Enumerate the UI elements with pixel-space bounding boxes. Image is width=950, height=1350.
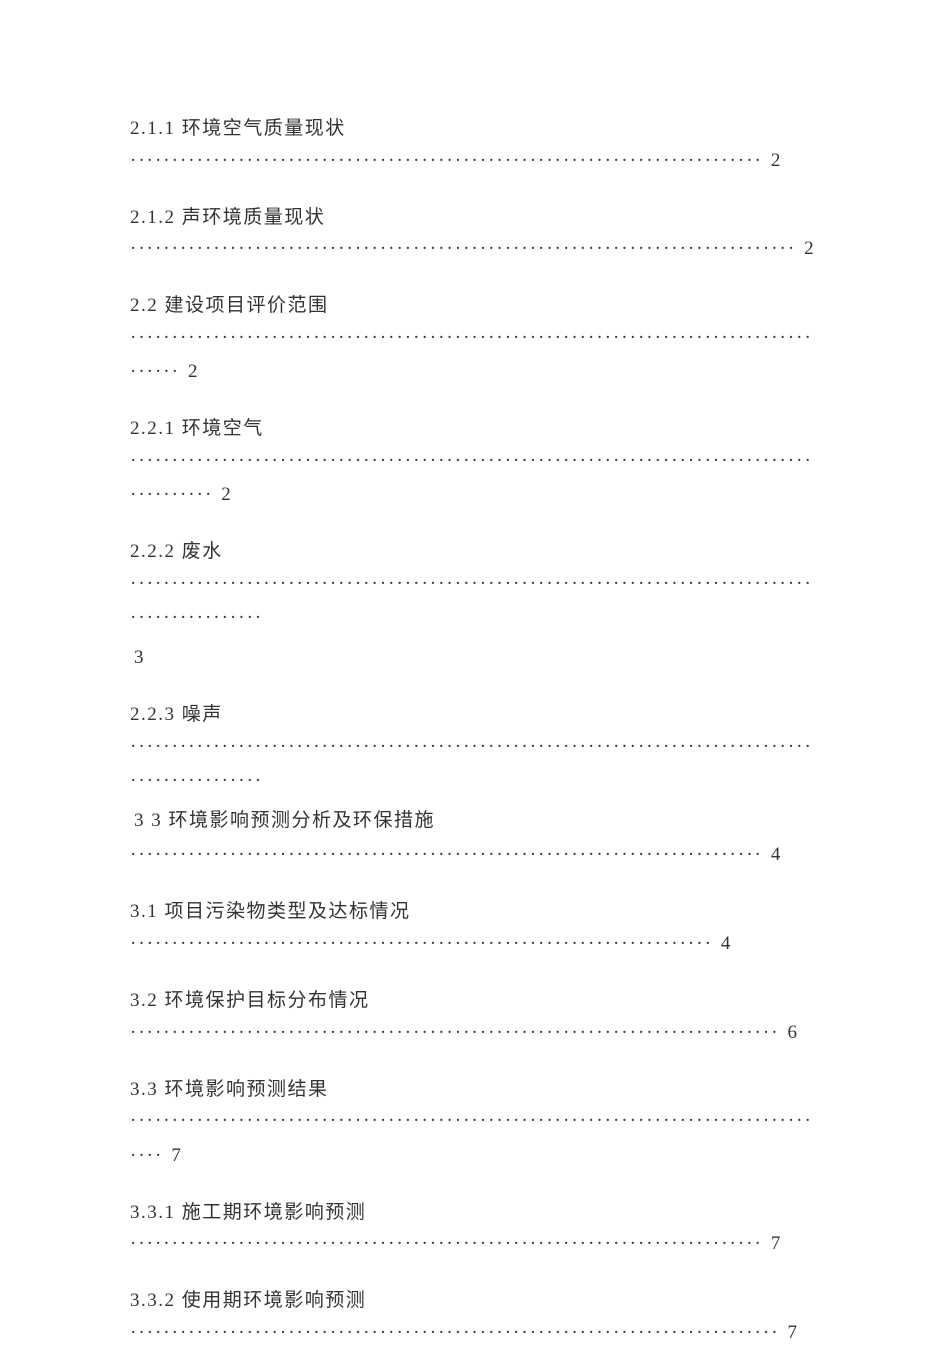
- toc-title: 2.2.1 环境空气: [130, 415, 820, 444]
- toc-leader: ········································…: [130, 1104, 820, 1172]
- toc-title: 3.3.1 施工期环境影响预测: [130, 1199, 820, 1228]
- toc-title: 3.3 环境影响预测结果: [130, 1076, 820, 1105]
- toc-entry: 3.3.1 施工期环境影响预测 ························…: [130, 1199, 820, 1262]
- toc-leader: ········································…: [130, 838, 820, 872]
- toc-leader: ········································…: [130, 144, 820, 178]
- toc-leader: ········································…: [130, 444, 820, 512]
- toc-entry: 2.2.1 环境空气 ·····························…: [130, 415, 820, 512]
- toc-title: 3.1 项目污染物类型及达标情况: [130, 898, 820, 927]
- toc-title: 2.1.1 环境空气质量现状: [130, 115, 820, 144]
- toc-title: 2.2 建设项目评价范围: [130, 292, 820, 321]
- toc-entry: 3.1 项目污染物类型及达标情况 ·······················…: [130, 898, 820, 961]
- toc-leader: ········································…: [130, 321, 820, 389]
- toc-leader: ········································…: [130, 730, 820, 839]
- toc-entry: 3.3 环境影响预测结果 ···························…: [130, 1076, 820, 1173]
- toc-leader: ········································…: [130, 927, 820, 961]
- toc-entry: 3.3.2 使用期环境影响预测 ························…: [130, 1287, 820, 1350]
- toc-leader: ········································…: [130, 1227, 820, 1261]
- toc-entry: 2.2.3 噪声 ·······························…: [130, 701, 820, 872]
- toc-title: 2.1.2 声环境质量现状: [130, 204, 820, 233]
- toc-leader: ········································…: [130, 232, 820, 266]
- toc-entry: 2.2.2 废水 ·······························…: [130, 538, 820, 675]
- toc-entry: 3.2 环境保护目标分布情况 ·························…: [130, 987, 820, 1050]
- toc-title: 2.2.2 废水: [130, 538, 820, 567]
- toc-title: 3.2 环境保护目标分布情况: [130, 987, 820, 1016]
- toc-leader: ········································…: [130, 567, 820, 676]
- table-of-contents: 2.1.1 环境空气质量现状 ·························…: [130, 115, 820, 1350]
- toc-entry: 2.1.1 环境空气质量现状 ·························…: [130, 115, 820, 178]
- toc-title: 2.2.3 噪声: [130, 701, 820, 730]
- toc-title: 3.3.2 使用期环境影响预测: [130, 1287, 820, 1316]
- toc-entry: 2.2 建设项目评价范围 ···························…: [130, 292, 820, 389]
- toc-entry: 2.1.2 声环境质量现状 ··························…: [130, 204, 820, 267]
- toc-leader: ········································…: [130, 1016, 820, 1050]
- toc-leader: ········································…: [130, 1316, 820, 1350]
